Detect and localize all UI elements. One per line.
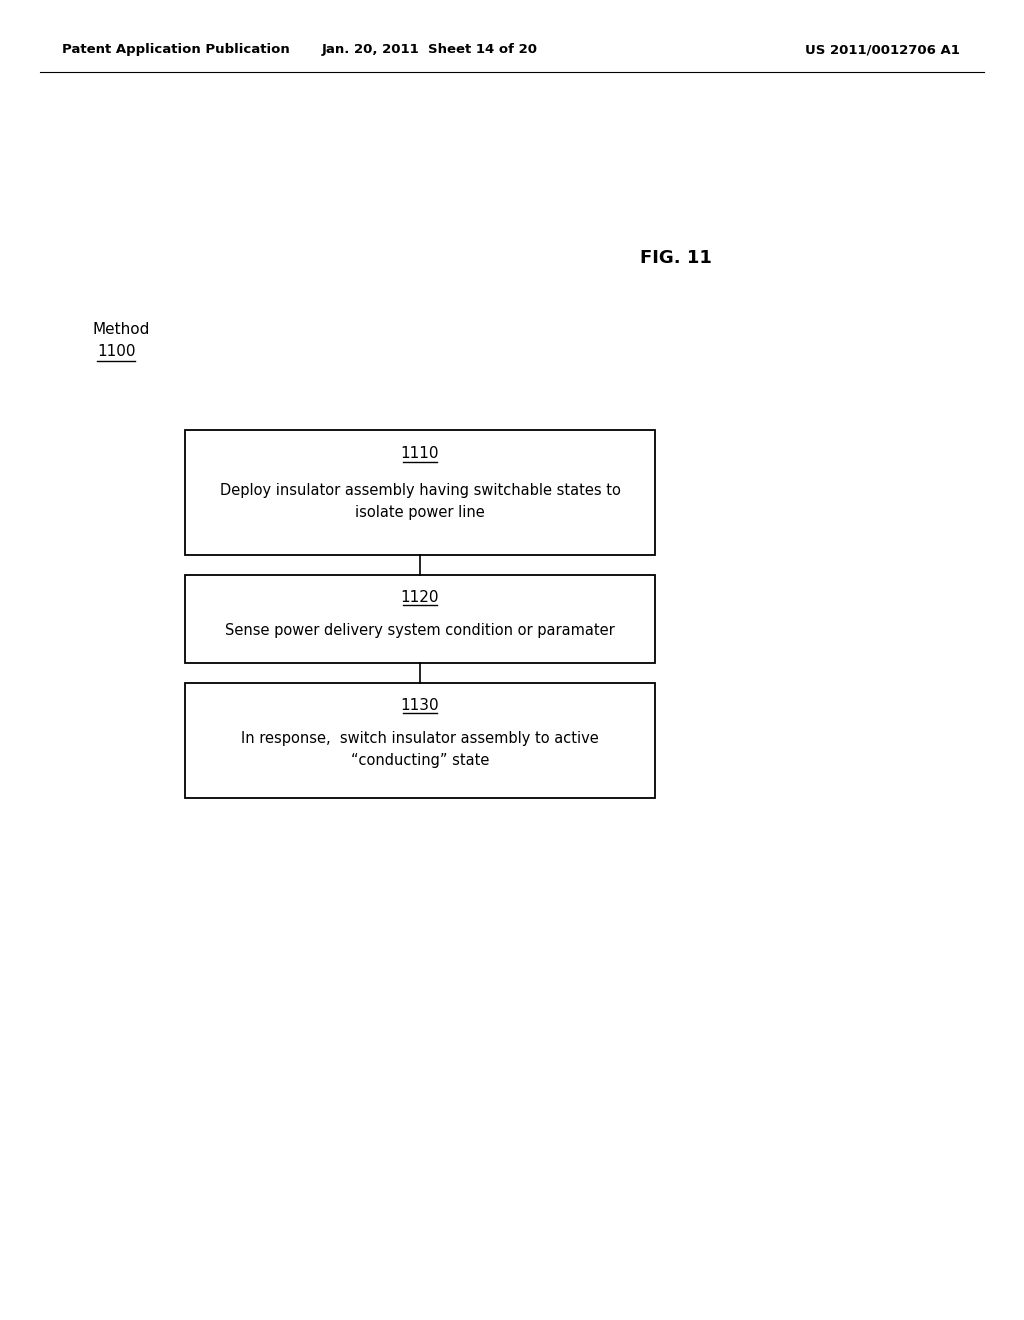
Bar (185, 430, 655, 554)
Text: Deploy insulator assembly having switchable states to: Deploy insulator assembly having switcha… (219, 483, 621, 498)
Text: US 2011/0012706 A1: US 2011/0012706 A1 (805, 44, 961, 57)
Text: “conducting” state: “conducting” state (351, 754, 489, 768)
Bar (185, 576, 655, 663)
Text: Method: Method (92, 322, 150, 338)
Text: Patent Application Publication: Patent Application Publication (62, 44, 290, 57)
Text: 1100: 1100 (97, 345, 135, 359)
Text: 1120: 1120 (400, 590, 439, 605)
Text: 1130: 1130 (400, 697, 439, 713)
Text: Sense power delivery system condition or paramater: Sense power delivery system condition or… (225, 623, 614, 639)
Text: 1110: 1110 (400, 446, 439, 462)
Text: In response,  switch insulator assembly to active: In response, switch insulator assembly t… (241, 730, 599, 746)
Text: Jan. 20, 2011  Sheet 14 of 20: Jan. 20, 2011 Sheet 14 of 20 (322, 44, 538, 57)
Bar (185, 682, 655, 799)
Text: FIG. 11: FIG. 11 (640, 249, 712, 267)
Text: isolate power line: isolate power line (355, 506, 485, 520)
